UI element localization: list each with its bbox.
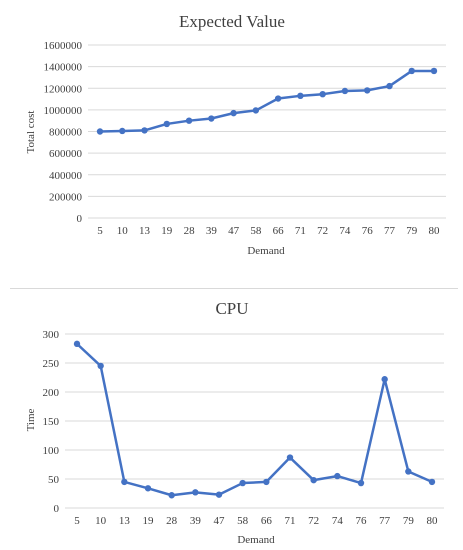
data-point: [97, 362, 104, 370]
x-tick-label: 28: [184, 225, 196, 237]
data-point: [319, 90, 326, 98]
chart-title: CPU: [215, 299, 248, 318]
y-tick-label: 0: [77, 213, 83, 225]
data-point: [252, 107, 260, 114]
data-point: [230, 109, 237, 117]
series-line: [99, 69, 434, 133]
data-point: [168, 492, 175, 499]
y-tick-label: 1600000: [44, 40, 83, 52]
x-tick-label: 19: [143, 515, 155, 527]
x-tick-label: 76: [362, 225, 374, 237]
x-tick-label: 71: [295, 225, 306, 237]
data-point: [208, 115, 215, 122]
x-tick-label: 5: [74, 515, 80, 527]
chart-title: Expected Value: [179, 12, 285, 31]
data-point: [163, 120, 170, 128]
data-point: [381, 376, 388, 383]
data-point: [185, 117, 193, 124]
data-point: [141, 127, 148, 134]
data-point: [286, 454, 294, 461]
data-point: [430, 67, 438, 75]
y-tick-label: 0: [54, 503, 60, 515]
data-point: [405, 468, 412, 475]
data-point: [297, 92, 304, 100]
data-point: [310, 476, 317, 484]
x-tick-label: 19: [161, 225, 173, 237]
x-tick-label: 39: [190, 515, 202, 527]
data-point: [334, 472, 341, 480]
x-axis-label: Demand: [247, 245, 285, 257]
x-tick-label: 79: [403, 515, 415, 527]
x-tick-label: 13: [139, 225, 151, 237]
data-point: [215, 491, 223, 498]
y-tick-label: 150: [43, 416, 60, 428]
x-tick-label: 47: [228, 225, 240, 237]
data-point: [121, 478, 128, 486]
data-point: [239, 479, 246, 487]
x-axis-label: Demand: [237, 534, 275, 546]
y-tick-label: 600000: [49, 148, 83, 160]
y-tick-label: 1000000: [44, 105, 83, 117]
x-tick-label: 71: [285, 515, 296, 527]
data-point: [408, 67, 415, 75]
y-tick-label: 1400000: [44, 62, 83, 74]
x-tick-label: 10: [95, 515, 107, 527]
x-tick-label: 39: [206, 225, 218, 237]
y-tick-label: 400000: [49, 170, 83, 182]
data-point: [428, 478, 436, 486]
x-tick-label: 28: [166, 515, 178, 527]
y-axis-label: Time: [25, 408, 37, 431]
x-tick-label: 58: [250, 225, 262, 237]
y-tick-label: 100: [43, 445, 60, 457]
x-tick-label: 47: [214, 515, 226, 527]
y-tick-label: 250: [43, 358, 60, 370]
x-tick-label: 77: [379, 515, 391, 527]
y-tick-label: 1200000: [44, 83, 83, 95]
x-tick-label: 72: [317, 225, 328, 237]
y-tick-label: 50: [48, 474, 60, 486]
y-axis-label: Total cost: [25, 111, 37, 154]
x-tick-label: 72: [308, 515, 319, 527]
x-tick-label: 80: [429, 225, 441, 237]
data-point: [364, 87, 371, 94]
data-point: [192, 489, 199, 496]
x-tick-label: 80: [427, 515, 439, 527]
data-point: [144, 485, 152, 492]
x-tick-label: 10: [117, 225, 129, 237]
x-tick-label: 58: [237, 515, 249, 527]
x-tick-label: 66: [273, 225, 285, 237]
data-point: [386, 82, 393, 90]
data-point: [341, 87, 349, 95]
x-tick-label: 66: [261, 515, 273, 527]
y-tick-label: 200000: [49, 191, 83, 203]
data-point: [263, 478, 270, 486]
data-point: [96, 128, 104, 135]
x-tick-label: 77: [384, 225, 396, 237]
y-tick-label: 200: [43, 387, 60, 399]
data-point: [274, 95, 282, 102]
divider: [10, 288, 458, 289]
expected-value-chart: Expected Value Demand Total cost 0 200000…: [25, 12, 446, 257]
x-tick-label: 74: [332, 515, 344, 527]
x-tick-label: 74: [339, 225, 351, 237]
data-point: [357, 479, 365, 487]
x-tick-label: 5: [97, 225, 103, 237]
cpu-chart: CPU Demand Time 0 50 100 150 200 250 300 5 10 13 1…: [25, 299, 444, 546]
x-tick-label: 79: [406, 225, 418, 237]
series-line: [76, 342, 433, 497]
x-tick-label: 76: [356, 515, 368, 527]
data-point: [73, 340, 81, 348]
y-tick-label: 800000: [49, 127, 83, 139]
x-tick-label: 13: [119, 515, 131, 527]
data-point: [119, 127, 126, 135]
y-tick-label: 300: [43, 329, 60, 341]
